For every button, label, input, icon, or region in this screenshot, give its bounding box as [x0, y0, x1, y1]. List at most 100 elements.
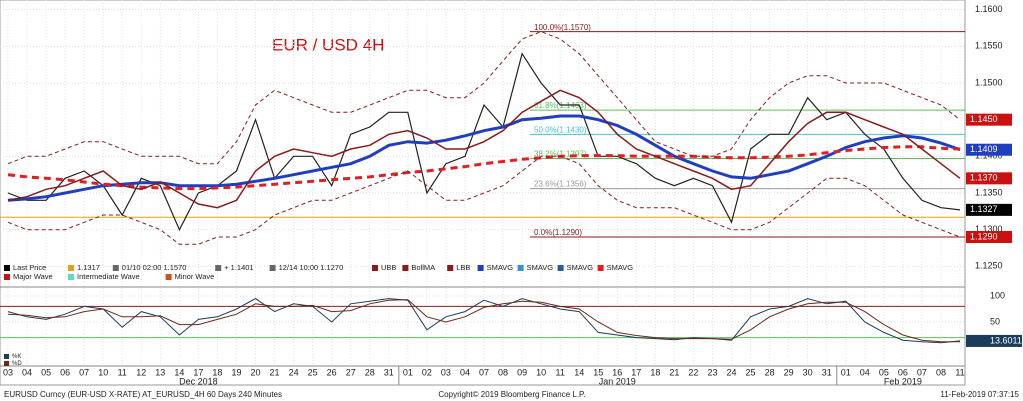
price-tag-label: 1.1290	[970, 231, 998, 241]
legend-swatch	[447, 265, 454, 271]
legend-label: LBB	[456, 263, 470, 272]
legend-swatch	[477, 265, 484, 271]
osc-tick-label: 50	[990, 316, 1000, 326]
y-tick-label: 1.1500	[975, 77, 1003, 87]
x-tick-label: 11	[555, 367, 564, 377]
legend-label: BollMA	[411, 263, 435, 272]
legend-swatch	[557, 265, 564, 271]
x-tick-label: 11	[955, 367, 964, 377]
price-line	[7, 52, 961, 232]
x-tick-label: 30	[803, 367, 813, 377]
legend-swatch	[517, 265, 524, 271]
legend-swatch	[112, 265, 119, 271]
legend-label: + 1.1401	[224, 263, 253, 272]
x-tick-label: 06	[898, 367, 908, 377]
osc-legend-label: %K	[12, 354, 21, 360]
x-tick-label: 17	[631, 367, 641, 377]
price-tag	[966, 203, 1012, 216]
x-tick-label: 03	[3, 367, 13, 377]
chart-title: EUR / USD 4H	[272, 35, 384, 54]
legend-label: 12/14 10:00 1.1270	[279, 263, 344, 272]
x-tick-label: 31	[822, 367, 832, 377]
footer-left: EURUSD Curncy (EUR-USD X-RATE) AT_EURUSD…	[4, 390, 282, 399]
legend-label: SMAVG	[567, 263, 594, 272]
month-label: Dec 2018	[179, 376, 218, 386]
osc-legend-swatch	[4, 361, 9, 366]
x-tick-label: 14	[174, 367, 184, 377]
legend-label: UBB	[381, 263, 396, 272]
x-tick-label: 13	[155, 367, 165, 377]
x-tick-label: 21	[669, 367, 679, 377]
price-line	[7, 114, 961, 202]
x-tick-label: 21	[270, 367, 280, 377]
x-tick-label: 07	[479, 367, 489, 377]
x-tick-label: 10	[98, 367, 108, 377]
legend-swatch	[269, 265, 276, 271]
x-tick-label: 31	[384, 367, 394, 377]
x-tick-label: 04	[860, 367, 870, 377]
price-line	[7, 89, 961, 209]
x-tick-label: 12	[136, 367, 146, 377]
legend-label: Intermediate Wave	[77, 272, 140, 281]
x-tick-label: 24	[289, 367, 299, 377]
x-tick-label: 17	[193, 367, 203, 377]
legend-label: 01/10 02:00 1.1570	[122, 263, 187, 272]
x-tick-label: 05	[879, 367, 889, 377]
x-tick-label: 07	[79, 367, 89, 377]
x-tick-label: 09	[517, 367, 527, 377]
osc-line	[7, 299, 960, 343]
osc-tick-label: 100	[990, 290, 1005, 300]
x-tick-label: 20	[251, 367, 261, 377]
y-tick-label: 1.1250	[975, 261, 1003, 271]
level-label: 50.0%(1.1430)	[534, 125, 587, 134]
x-tick-label: 14	[574, 367, 584, 377]
footer-copyright: Copyright© 2019 Bloomberg Finance L.P.	[438, 390, 585, 399]
x-tick-label: 16	[612, 367, 622, 377]
level-label: 100.0%(1.1570)	[534, 23, 591, 32]
y-tick-label: 1.1550	[975, 41, 1003, 51]
level-label: 38.2%(1.1397)	[534, 150, 587, 159]
legend-swatch	[402, 265, 409, 271]
x-tick-label: 24	[727, 367, 737, 377]
legend-swatch	[68, 274, 74, 280]
x-tick-label: 04	[22, 367, 32, 377]
legend-swatch	[165, 274, 172, 280]
x-tick-label: 28	[365, 367, 375, 377]
x-tick-label: 19	[231, 367, 241, 377]
price-tag-label: 1.1450	[970, 114, 998, 124]
legend-label: SMAVG	[487, 263, 514, 272]
legend-label: 1.1317	[77, 263, 100, 272]
y-tick-label: 1.1300	[975, 224, 1003, 234]
legend-label: Major Wave	[13, 272, 53, 281]
legend-swatch	[597, 265, 604, 271]
legend-swatch	[215, 265, 222, 271]
price-tag-label: 1.1327	[970, 204, 998, 214]
legend-swatch	[372, 265, 378, 271]
y-tick-label: 1.1350	[975, 187, 1003, 197]
x-tick-label: 05	[41, 367, 51, 377]
legend-label: Minor Wave	[175, 272, 215, 281]
x-tick-label: 25	[308, 367, 318, 377]
price-tag	[966, 172, 1012, 185]
price-line	[7, 155, 961, 245]
x-tick-label: 11	[118, 367, 127, 377]
x-tick-label: 06	[60, 367, 70, 377]
price-tag	[966, 143, 1012, 156]
y-tick-label: 1.1600	[975, 4, 1003, 14]
x-tick-label: 01	[841, 367, 851, 377]
x-tick-label: 18	[212, 367, 222, 377]
x-tick-label: 29	[784, 367, 794, 377]
x-tick-label: 07	[917, 367, 927, 377]
price-line	[7, 145, 961, 191]
x-tick-label: 15	[593, 367, 603, 377]
level-label: 0.0%(1.1290)	[534, 228, 582, 237]
osc-tag	[966, 334, 1022, 347]
x-tick-label: 28	[765, 367, 775, 377]
x-tick-label: 10	[536, 367, 546, 377]
legend-swatch	[68, 265, 74, 271]
x-tick-label: 25	[746, 367, 756, 377]
osc-legend-swatch	[4, 354, 9, 359]
footer-date: 11-Feb-2019 07:37:15	[940, 390, 1019, 399]
x-tick-label: 18	[650, 367, 660, 377]
